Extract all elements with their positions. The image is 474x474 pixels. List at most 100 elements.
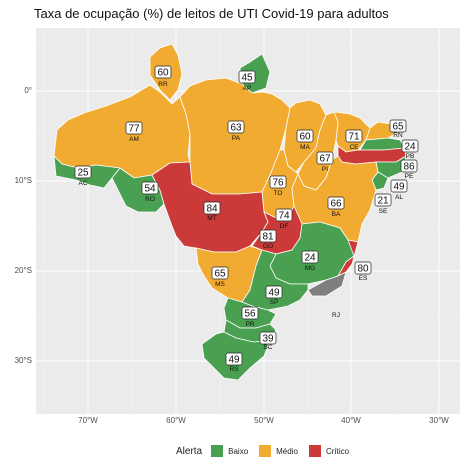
state-pr-abbr: PR — [245, 321, 254, 328]
state-es-abbr: ES — [359, 275, 368, 282]
state-ap-value: 45 — [241, 73, 253, 84]
state-es-value: 80 — [357, 264, 369, 275]
legend-label-baixo: Baixo — [228, 446, 249, 456]
state-mt-value-box — [203, 201, 221, 215]
state-rr-value-box — [154, 65, 172, 79]
map-panel: 60 RR 45 AP 77 AM 63 PA 60 MA 71 CE 65 RN 24 PB 86 PE 49 AL… — [36, 28, 460, 414]
state-go-value: 81 — [262, 232, 274, 243]
state-es-value-box — [354, 261, 372, 275]
state-mg-value-box — [301, 250, 319, 264]
state-ac-abbr: AC — [78, 180, 87, 187]
state-to-abbr: TO — [274, 190, 283, 197]
state-pe-abbr: PE — [405, 173, 414, 180]
state-pi-abbr: PI — [322, 166, 328, 173]
state-rn-value: 65 — [392, 122, 404, 133]
state-ac-value-box — [74, 165, 92, 179]
state-mt-abbr: MT — [207, 215, 216, 222]
state-rj-shape — [307, 271, 347, 297]
state-ro-shape — [111, 167, 165, 213]
state-to-value: 76 — [272, 178, 284, 189]
legend: Alerta Baixo Médio Crítico — [176, 441, 359, 461]
state-df-value: 74 — [278, 211, 290, 222]
state-pa-abbr: PA — [232, 135, 241, 142]
state-ba-abbr: BA — [332, 211, 341, 218]
state-se-value: 21 — [377, 196, 389, 207]
state-sc-value-box — [259, 331, 277, 345]
x-tick-label: 70°W — [78, 416, 98, 425]
state-ce-value-box — [345, 129, 363, 143]
state-ma-abbr: MA — [300, 144, 310, 151]
state-al-value: 49 — [393, 182, 405, 193]
x-tick-label: 40°W — [341, 416, 361, 425]
state-pb-value-box — [401, 139, 419, 153]
state-ms-value: 65 — [214, 269, 226, 280]
state-rr-abbr: RR — [158, 81, 168, 88]
state-pb-abbr: PB — [406, 153, 415, 160]
state-pe-value: 86 — [403, 162, 415, 173]
state-ce-abbr: CE — [349, 144, 359, 151]
x-tick-label: 60°W — [166, 416, 186, 425]
state-sc-abbr: SC — [263, 344, 272, 351]
state-pb-value: 24 — [404, 142, 416, 153]
state-al-abbr: AL — [395, 194, 403, 201]
state-sc-value: 39 — [262, 334, 274, 345]
state-am-value-box — [125, 121, 143, 135]
state-ro-value-box — [141, 181, 159, 195]
state-ap-value-box — [238, 70, 256, 84]
state-pi-value-box — [316, 151, 334, 165]
state-pr-value-box — [241, 306, 259, 320]
state-pr-value: 56 — [244, 309, 256, 320]
legend-label-critico: Crítico — [325, 446, 350, 456]
state-ac-value: 25 — [77, 168, 89, 179]
state-rr-value: 60 — [157, 68, 169, 79]
state-df-value-box — [275, 208, 293, 222]
state-rs-value-box — [225, 352, 243, 366]
state-mg-abbr: MG — [305, 265, 315, 272]
y-tick-label: 0° — [24, 86, 32, 95]
state-pb-shape — [359, 137, 405, 151]
state-mt-value: 84 — [206, 204, 218, 215]
state-rs-abbr: RS — [229, 366, 239, 373]
state-df-abbr: DF — [280, 223, 289, 230]
x-tick-label: 50°W — [254, 416, 274, 425]
state-mg-value: 24 — [304, 253, 316, 264]
state-rs-value: 49 — [228, 355, 240, 366]
legend-key-medio — [258, 444, 273, 458]
y-tick-label: 30°S — [14, 356, 32, 365]
state-rn-abbr: RN — [393, 132, 403, 139]
state-sp-value-box — [265, 285, 283, 299]
state-pa-value-box — [227, 120, 245, 134]
state-rj-abbr: RJ — [332, 312, 340, 319]
y-tick-label: 10°S — [14, 176, 32, 185]
state-sp-value: 49 — [268, 288, 280, 299]
state-am-value: 77 — [128, 124, 140, 135]
state-sp-shape — [241, 249, 309, 311]
chart-title: Taxa de ocupação (%) de leitos de UTI Co… — [34, 6, 389, 21]
state-ap-abbr: AP — [243, 85, 252, 92]
legend-key-critico — [307, 444, 322, 458]
y-tick-label: 20°S — [14, 266, 32, 275]
state-ce-value: 71 — [348, 132, 360, 143]
legend-label-medio: Médio — [276, 446, 298, 456]
state-pi-value: 67 — [319, 154, 331, 165]
state-ba-value: 66 — [330, 199, 342, 210]
legend-key-baixo — [210, 444, 225, 458]
state-se-abbr: SE — [379, 208, 388, 215]
state-am-abbr: AM — [129, 136, 139, 143]
state-ms-abbr: MS — [215, 281, 225, 288]
state-shapes — [53, 43, 407, 381]
state-se-value-box — [374, 193, 392, 207]
state-pa-value: 63 — [230, 123, 242, 134]
state-ma-value-box — [296, 129, 314, 143]
state-ba-value-box — [327, 196, 345, 210]
state-ma-value: 60 — [299, 132, 311, 143]
state-rn-value-box — [389, 119, 407, 133]
state-go-value-box — [259, 229, 277, 243]
state-go-abbr: GO — [263, 243, 273, 250]
legend-title: Alerta — [176, 445, 203, 457]
state-ro-value: 54 — [144, 184, 156, 195]
state-al-value-box — [390, 179, 408, 193]
x-tick-label: 30°W — [429, 416, 449, 425]
